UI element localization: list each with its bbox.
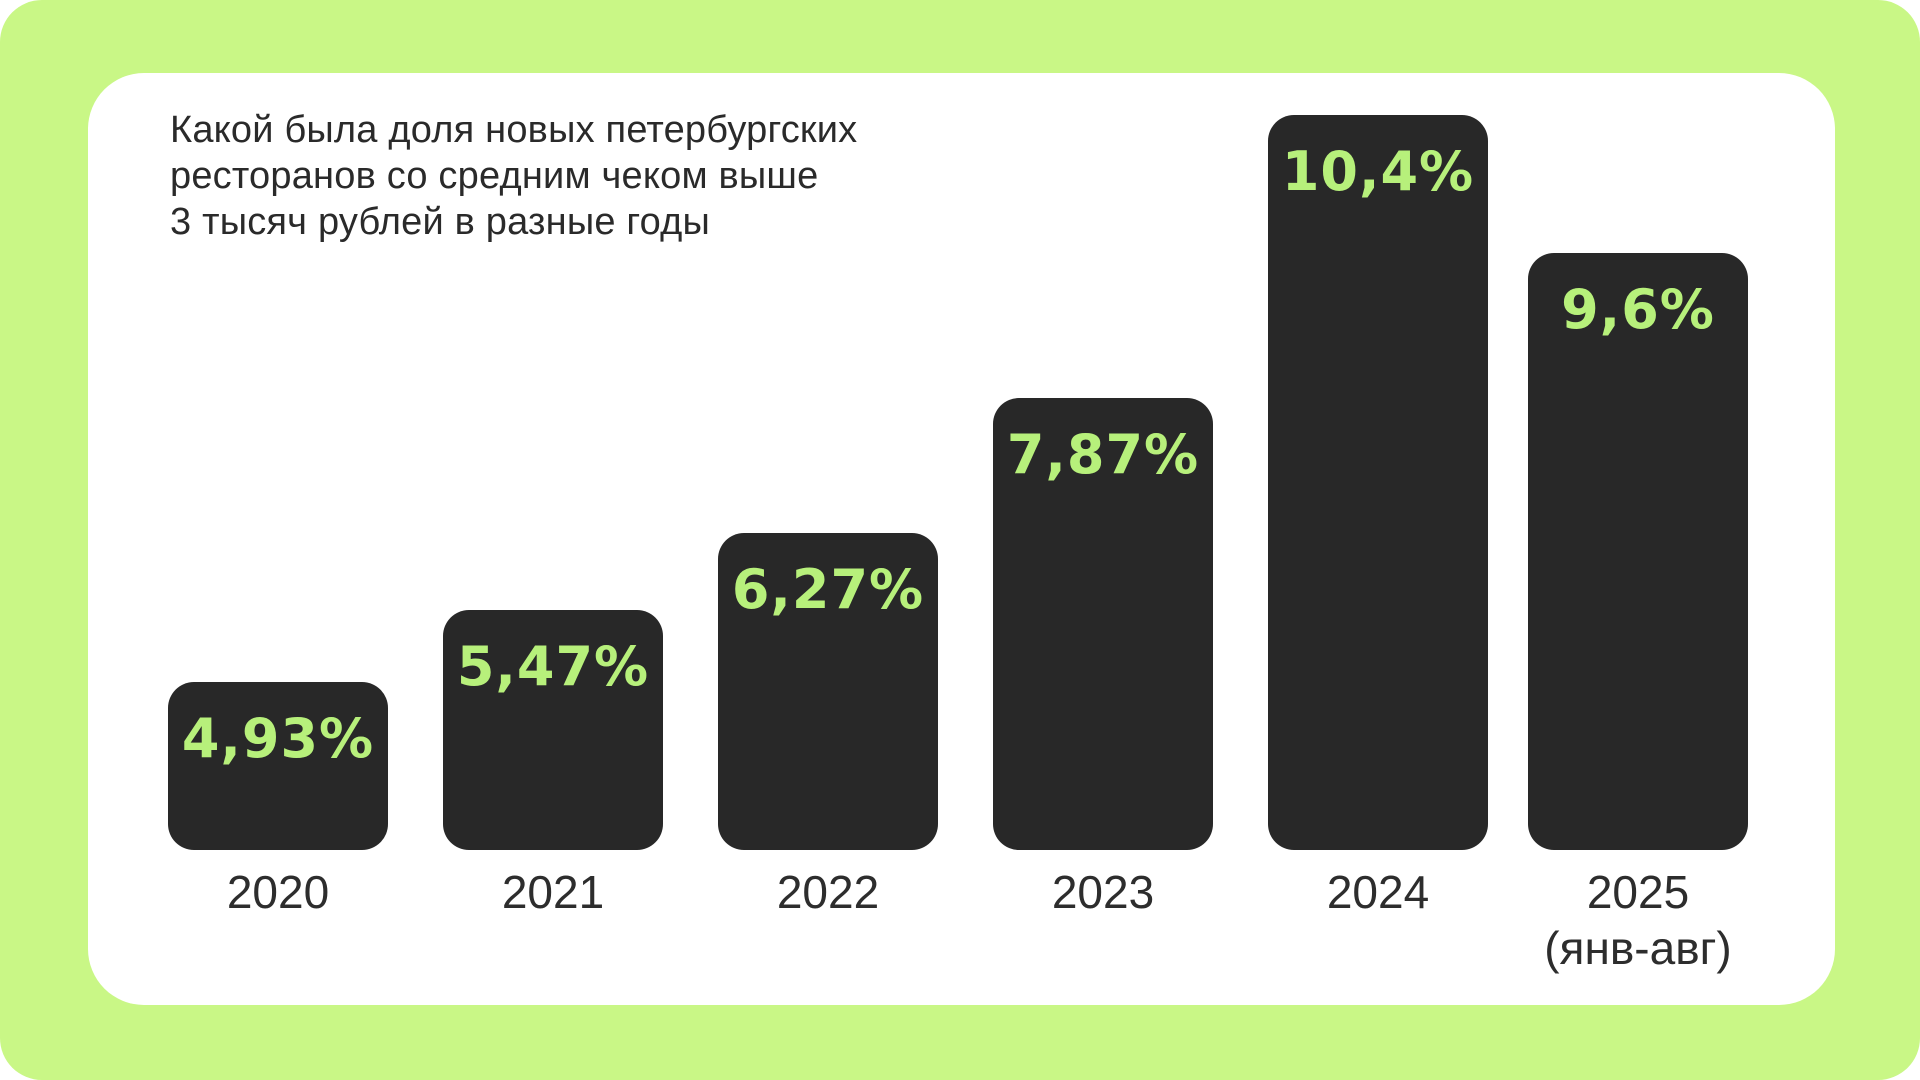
bar: 4,93% — [168, 682, 388, 850]
chart-title-line: Какой была доля новых петербургских — [170, 109, 858, 151]
bar-value-label: 7,87% — [1006, 423, 1200, 486]
x-axis-label-line: 2025 — [1586, 866, 1690, 918]
chart-card: Какой была доля новых петербургских рест… — [88, 73, 1835, 1005]
x-axis-label-line: 2020 — [226, 866, 330, 918]
x-axis-label-line: 2024 — [1326, 866, 1430, 918]
x-axis-label: 2022 — [777, 864, 879, 920]
bar-value-label: 9,6% — [1561, 278, 1715, 341]
x-axis-label: 2025 (янв-авг) — [1544, 864, 1732, 976]
bar-value-label: 4,93% — [181, 707, 375, 770]
chart-title-line: 3 тысяч рублей в разные годы — [170, 201, 711, 243]
x-axis-label-line: 2022 — [776, 866, 880, 918]
x-axis-label: 2024 — [1327, 864, 1429, 920]
bar: 6,27% — [718, 533, 938, 850]
bar-value-label: 10,4% — [1281, 140, 1475, 203]
bar-value-label: 6,27% — [731, 558, 925, 621]
x-axis-label-line: 2021 — [501, 866, 605, 918]
bar: 5,47% — [443, 610, 663, 850]
chart-title: Какой была доля новых петербургских рест… — [170, 107, 857, 245]
x-axis-label-line: 2023 — [1051, 866, 1155, 918]
chart-title-line: ресторанов со средним чеком выше — [170, 155, 819, 197]
bar-chart: 4,93% 2020 5,47% 2021 6,27% 2022 7,87% 2023 10,4… — [88, 73, 1835, 1005]
x-axis-label: 2023 — [1052, 864, 1154, 920]
bar-value-label: 5,47% — [456, 635, 650, 698]
x-axis-label-line: (янв-авг) — [1544, 922, 1732, 974]
bar: 10,4% — [1268, 115, 1488, 850]
bar: 7,87% — [993, 398, 1213, 850]
x-axis-label: 2020 — [227, 864, 329, 920]
x-axis-label: 2021 — [502, 864, 604, 920]
bar: 9,6% — [1528, 253, 1748, 850]
